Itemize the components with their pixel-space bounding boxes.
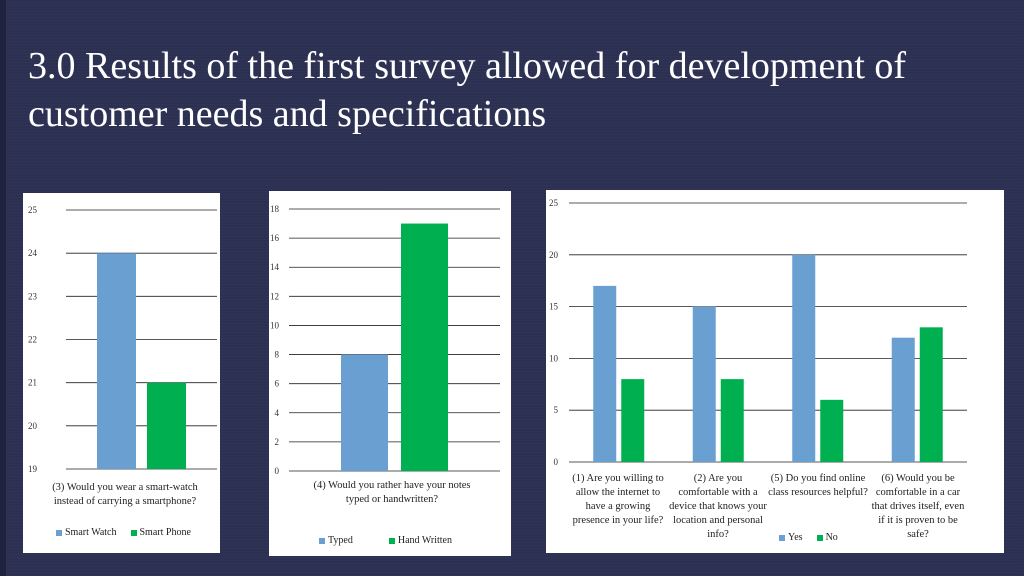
legend-item: Smart Phone — [130, 527, 191, 538]
y-tick-label: 0 — [554, 457, 559, 467]
bar-yes — [593, 285, 617, 462]
bar-typed — [341, 354, 388, 471]
bar-no — [720, 379, 744, 462]
y-tick-label: 0 — [275, 466, 280, 476]
category-label: (6) Would you be comfortable in a car th… — [871, 473, 965, 540]
y-tick-label: 16 — [270, 233, 280, 243]
bar-no — [621, 379, 645, 462]
legend-item: No — [816, 532, 838, 543]
chart-legend: Typed Hand Written — [319, 535, 452, 546]
chart-legend: Yes No — [779, 532, 838, 543]
bar-hand-written — [401, 223, 448, 471]
chart-notes-plot: 0 2 4 6 8 10 12 14 16 18 — [270, 204, 500, 476]
bar-yes — [792, 254, 816, 462]
category-label: (1) Are you willing to allow the interne… — [572, 473, 664, 526]
legend-item: Hand Written — [388, 535, 452, 546]
y-tick-label: 12 — [270, 291, 279, 301]
y-tick-label: 22 — [28, 335, 37, 345]
y-tick-label: 25 — [28, 205, 38, 215]
legend-label: No — [825, 532, 838, 543]
y-tick-label: 20 — [549, 250, 559, 260]
y-tick-label: 14 — [270, 262, 280, 272]
bar-smart-watch — [97, 253, 136, 469]
slide-title: 3.0 Results of the first survey allowed … — [28, 45, 907, 135]
y-tick-label: 24 — [28, 248, 38, 258]
bar-yes — [891, 337, 915, 462]
bar-yes — [692, 306, 716, 462]
legend-swatch-blue — [319, 537, 325, 544]
y-tick-label: 10 — [270, 320, 280, 330]
chart-smartwatch: 19 20 21 22 23 24 25 (3) Would you wear a smar… — [23, 193, 220, 553]
legend-swatch-green — [388, 537, 395, 544]
y-tick-label: 8 — [275, 350, 280, 360]
legend-swatch-green — [816, 534, 823, 541]
legend-item: Yes — [779, 532, 803, 543]
y-tick-label: 21 — [28, 378, 37, 388]
legend-label: Yes — [788, 532, 803, 543]
category-label: (3) Would you wear a smart-watch instead… — [52, 482, 198, 507]
y-tick-label: 5 — [554, 405, 559, 415]
category-label: (5) Do you find online class resources h… — [768, 473, 868, 498]
y-tick-label: 2 — [275, 437, 280, 447]
y-tick-label: 23 — [28, 291, 38, 301]
legend-swatch-green — [130, 529, 137, 536]
bar-smart-phone — [147, 382, 186, 469]
chart-technology-attitudes: 0 5 10 15 20 25 (1) Are you willing to allow … — [546, 190, 1004, 553]
legend-swatch-blue — [779, 534, 785, 541]
chart-smartwatch-plot: 19 20 21 22 23 24 25 — [28, 205, 217, 474]
legend-label: Typed — [328, 535, 353, 546]
slide-accent-bar — [0, 0, 6, 576]
y-tick-label: 18 — [270, 204, 280, 214]
chart-technology-plot: 0 5 10 15 20 25 — [549, 198, 967, 467]
chart-legend: Smart Watch Smart Phone — [56, 527, 191, 538]
y-tick-label: 20 — [28, 421, 38, 431]
legend-label: Smart Phone — [139, 527, 191, 538]
category-label: (2) Are you comfortable with a device th… — [669, 473, 767, 540]
legend-swatch-blue — [56, 529, 62, 536]
bar-no — [919, 327, 943, 462]
y-tick-label: 4 — [275, 408, 280, 418]
legend-item: Typed — [319, 535, 353, 546]
y-tick-label: 25 — [549, 198, 559, 208]
y-tick-label: 6 — [275, 379, 280, 389]
bar-no — [820, 399, 844, 462]
category-label: (4) Would you rather have your notes typ… — [313, 480, 471, 505]
legend-label: Smart Watch — [65, 527, 117, 538]
y-tick-label: 15 — [549, 302, 559, 312]
y-tick-label: 10 — [549, 353, 559, 363]
chart-notes: 0 2 4 6 8 10 12 14 16 18 (4) Would you rather hav… — [269, 191, 511, 556]
legend-label: Hand Written — [397, 535, 452, 546]
y-tick-label: 19 — [28, 464, 38, 474]
legend-item: Smart Watch — [56, 527, 117, 538]
